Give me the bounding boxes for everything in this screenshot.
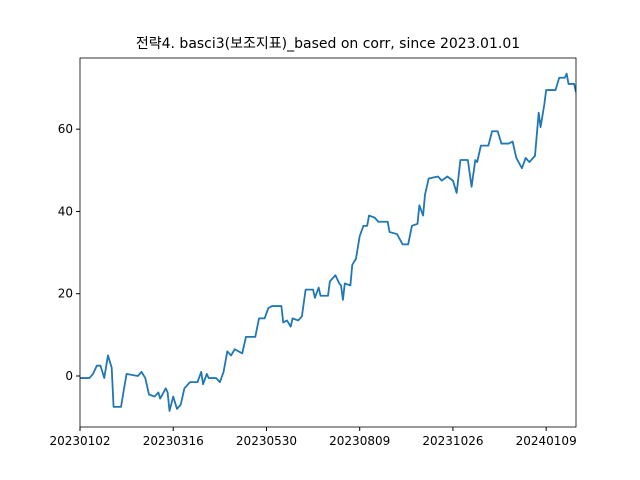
x-tick-label: 20231026 xyxy=(422,434,483,448)
chart-title: 전략4. basci3(보조지표)_based on corr, since 2… xyxy=(136,36,520,52)
x-tick-label: 20230530 xyxy=(236,434,297,448)
x-tick-label: 20240109 xyxy=(516,434,577,448)
x-tick-label: 20230102 xyxy=(49,434,110,448)
y-tick-label: 40 xyxy=(58,204,73,218)
y-tick-label: 60 xyxy=(58,122,73,136)
plot-frame xyxy=(79,57,577,428)
y-tick-label: 20 xyxy=(58,287,73,301)
y-tick-label: 0 xyxy=(65,369,73,383)
x-tick-label: 20230316 xyxy=(143,434,204,448)
x-tick-label: 20230809 xyxy=(329,434,390,448)
data-line xyxy=(80,72,576,412)
